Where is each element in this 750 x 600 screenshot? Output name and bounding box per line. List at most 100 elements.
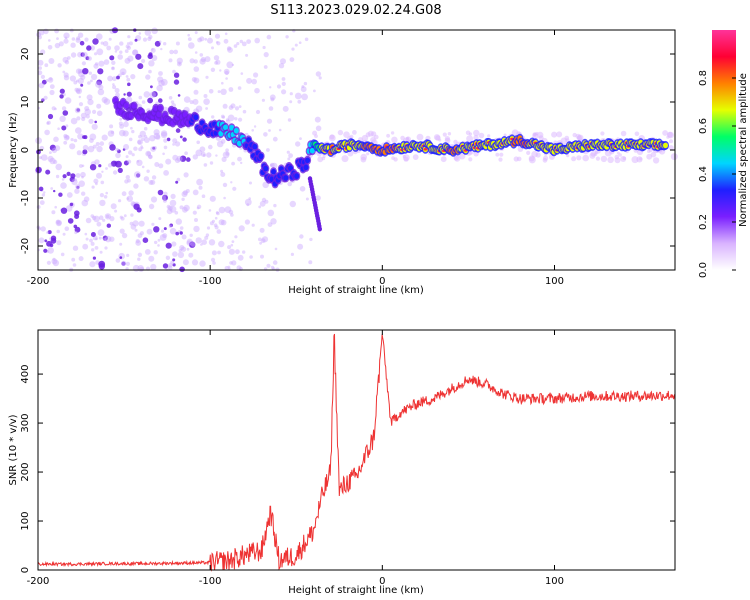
spectrogram-noise-dot: [75, 173, 81, 178]
spectrogram-noise-dot: [299, 137, 302, 141]
spectrogram-noise-dot: [285, 35, 289, 39]
spectrogram-noise-dot: [186, 157, 191, 162]
spectrogram-noise-dot: [273, 203, 277, 208]
spectrogram-noise-dot: [175, 128, 181, 133]
spectrogram-noise-dot: [92, 38, 99, 45]
spectrogram-noise-dot: [74, 107, 81, 114]
spectrogram-noise-dot: [48, 58, 55, 64]
spectrogram-noise-dot: [46, 121, 50, 125]
y-tick-label: 0: [20, 567, 31, 573]
spectrogram-noise-dot: [119, 256, 123, 259]
spectrogram-noise-dot: [172, 251, 178, 257]
spectrogram-halo-dot: [328, 134, 336, 142]
spectrogram-noise-dot: [192, 210, 197, 215]
spectrogram-halo-dot: [600, 155, 608, 163]
spectrogram-noise-dot: [137, 257, 141, 261]
spectrogram-noise-dot: [81, 164, 85, 168]
spectrogram-noise-dot: [199, 146, 206, 153]
spectrogram-noise-dot: [156, 84, 163, 92]
spectrogram-noise-dot: [82, 144, 89, 151]
spectrogram-noise-dot: [211, 219, 215, 223]
spectrogram-noise-dot: [158, 79, 165, 87]
spectrogram-noise-dot: [128, 137, 133, 142]
spectrogram-noise-dot: [199, 36, 205, 42]
spectrogram-noise-dot: [131, 153, 135, 157]
spectrogram-noise-dot: [196, 140, 200, 145]
spectrogram-noise-dot: [315, 125, 322, 132]
x-tick-label: 0: [379, 576, 385, 587]
spectrogram-noise-dot: [47, 77, 54, 83]
spectrogram-noise-dot: [183, 96, 191, 103]
snr-y-ticks: 0 100 200 300 400: [20, 365, 675, 573]
spectrogram-halo-dot: [370, 131, 377, 137]
spectrogram-ridge-cell: [258, 153, 264, 159]
y-tick-label: 0: [20, 147, 31, 153]
spectrogram-noise-dot: [65, 205, 73, 212]
spectrogram-noise-dot: [208, 239, 216, 246]
spectrogram-noise-dot: [118, 121, 123, 126]
spectrogram-noise-dot: [98, 260, 106, 268]
spectrogram-noise-dot: [132, 49, 139, 56]
spectrogram-noise-dot: [75, 37, 81, 43]
spectrogram-noise-dot: [74, 87, 79, 92]
spectrogram-noise-dot: [301, 93, 308, 101]
spectrogram-noise-dot: [193, 77, 200, 84]
x-tick-label: 100: [545, 576, 564, 587]
spectrogram-noise-dot: [154, 162, 160, 167]
spectrogram-noise-dot: [84, 37, 89, 42]
spectrogram-noise-dot: [195, 149, 203, 157]
spectrogram-noise-dot: [160, 130, 168, 137]
spectrogram-noise-dot: [138, 220, 145, 227]
spectrogram-noise-dot: [169, 205, 177, 213]
spectrogram-noise-dot: [54, 42, 61, 49]
spectrogram-noise-dot: [242, 109, 247, 114]
spectrogram-noise-dot: [227, 245, 232, 250]
spectrogram-noise-dot: [43, 28, 49, 35]
spectrogram-noise-dot: [101, 134, 108, 141]
spectrogram-noise-dot: [38, 186, 44, 192]
spectrogram-ridge-cell: [223, 124, 228, 131]
spectrogram-noise-dot: [52, 257, 56, 261]
spectrogram-halo-dot: [390, 131, 395, 135]
spectrogram-noise-dot: [112, 83, 115, 86]
spectrogram-noise-dot: [86, 94, 93, 101]
spectrogram-noise-dot: [157, 189, 164, 196]
spectrogram-noise-dot: [111, 66, 115, 70]
spectrogram-noise-dot: [196, 178, 204, 186]
spectrogram-noise-dot: [89, 261, 96, 268]
spectrogram-noise-dot: [193, 89, 199, 95]
spectrogram-noise-dot: [264, 199, 269, 204]
spectrogram-noise-dot: [228, 209, 234, 215]
spectrogram-noise-dot: [168, 224, 172, 228]
spectrogram-noise-dot: [267, 222, 273, 228]
spectrogram-noise-dot: [170, 100, 175, 104]
spectrogram-noise-dot: [175, 158, 180, 164]
spectrogram-noise-dot: [253, 72, 259, 78]
spectrogram-halo-dot: [433, 134, 441, 141]
spectrogram-noise-dot: [224, 32, 228, 36]
spectrogram-noise-dot: [160, 131, 168, 139]
spectrogram-noise-dot: [100, 180, 105, 185]
spectrogram-noise-dot: [162, 195, 166, 200]
spectrogram-noise-dot: [134, 171, 141, 179]
spectrogram-noise-dot: [222, 115, 225, 119]
spectrogram-noise-dot: [51, 258, 58, 265]
spectrogram-halo-dot: [365, 132, 371, 138]
spectrogram-noise-dot: [183, 172, 189, 178]
spectrogram-noise-dot: [38, 66, 42, 70]
spectrogram-noise-dot: [315, 71, 322, 77]
spectrogram-noise-dot: [260, 238, 266, 244]
spectrogram-noise-dot: [314, 116, 321, 123]
spectrogram-noise-dot: [224, 70, 229, 75]
spectrogram-noise-dot: [315, 195, 321, 201]
spectrogram-noise-dot: [135, 53, 142, 60]
spectrogram-noise-dot: [121, 261, 126, 266]
spectrogram-x-ticks: -200 -100 0 100: [27, 30, 564, 287]
spectrogram-noise-dot: [138, 32, 142, 35]
spectrogram-noise-dot: [72, 263, 77, 267]
spectrogram-noise-dot: [217, 90, 221, 94]
spectrogram-noise-dot: [117, 167, 123, 173]
spectrogram-noise-dot: [249, 181, 252, 185]
spectrogram-noise-dot: [106, 45, 112, 51]
